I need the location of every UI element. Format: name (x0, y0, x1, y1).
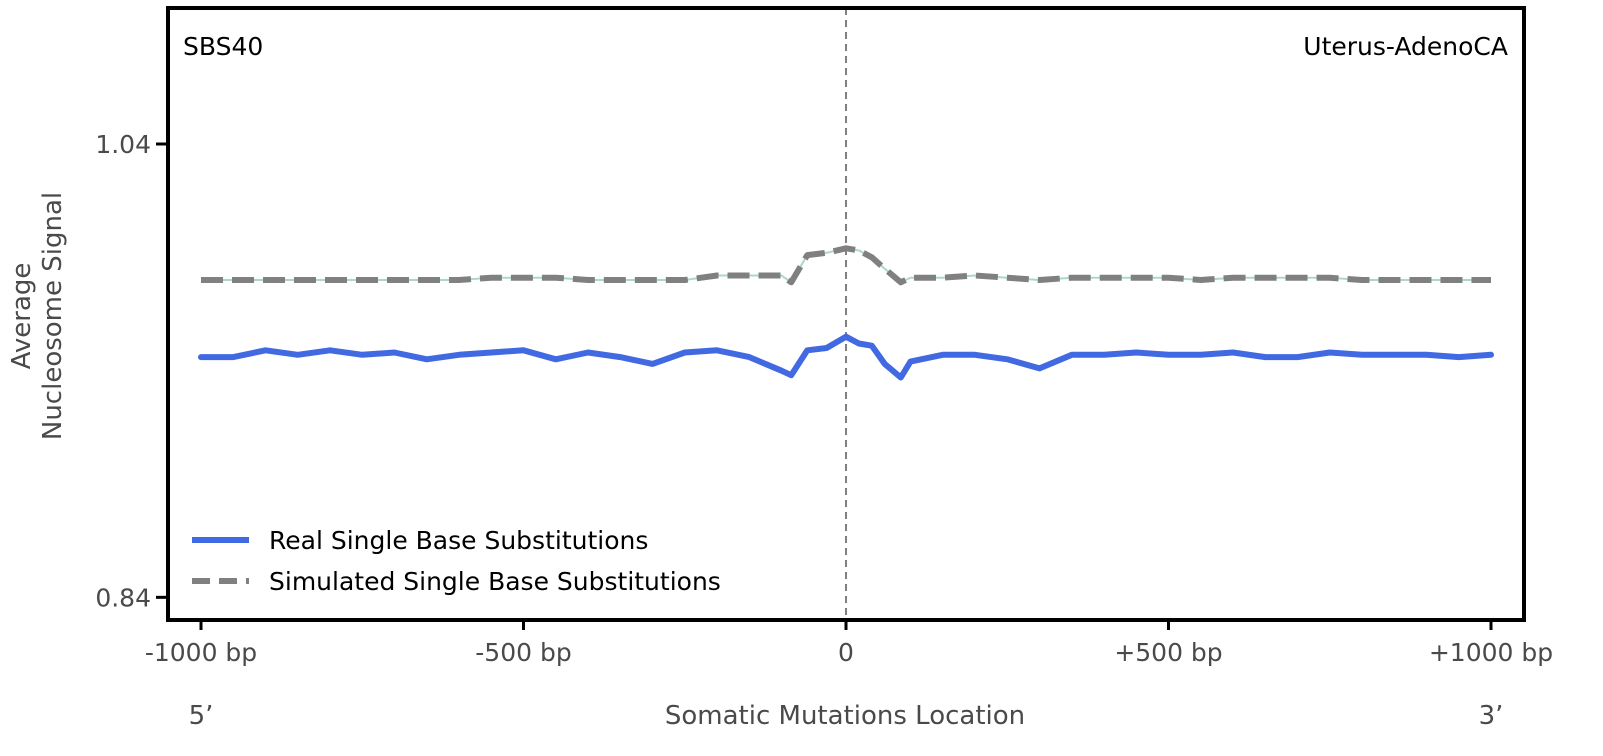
x-tick-label: -500 bp (475, 638, 571, 667)
y-tick-label: 0.84 (95, 583, 151, 612)
x-tick-label: -1000 bp (145, 638, 257, 667)
legend-label-simulated: Simulated Single Base Substitutions (269, 567, 721, 596)
plot-area (198, 8, 1494, 620)
y-axis-title: Average Nucleosome Signal (7, 192, 68, 440)
cancer-type-label: Uterus-AdenoCA (1303, 32, 1508, 61)
y-axis: 0.84 1.04 (95, 130, 168, 612)
x-axis-title: Somatic Mutations Location (665, 701, 1025, 731)
series-layer (198, 245, 1494, 381)
x-tick-label: +1000 bp (1429, 638, 1553, 667)
three-prime-label: 3’ (1479, 701, 1504, 731)
series-line-real (198, 333, 1494, 381)
five-prime-label: 5’ (189, 701, 214, 731)
x-tick-label: 0 (838, 638, 854, 667)
y-tick-label: 1.04 (95, 130, 151, 159)
signature-label: SBS40 (183, 32, 263, 61)
y-axis-title-line-1: Average (7, 263, 37, 370)
legend: Real Single Base Substitutions Simulated… (192, 526, 721, 596)
y-axis-title-line-2: Nucleosome Signal (38, 192, 68, 440)
x-axis: -1000 bp -500 bp 0 +500 bp +1000 bp (145, 620, 1553, 667)
x-tick-label: +500 bp (1114, 638, 1222, 667)
series-line-simulated (201, 245, 1491, 286)
legend-label-real: Real Single Base Substitutions (269, 526, 648, 555)
